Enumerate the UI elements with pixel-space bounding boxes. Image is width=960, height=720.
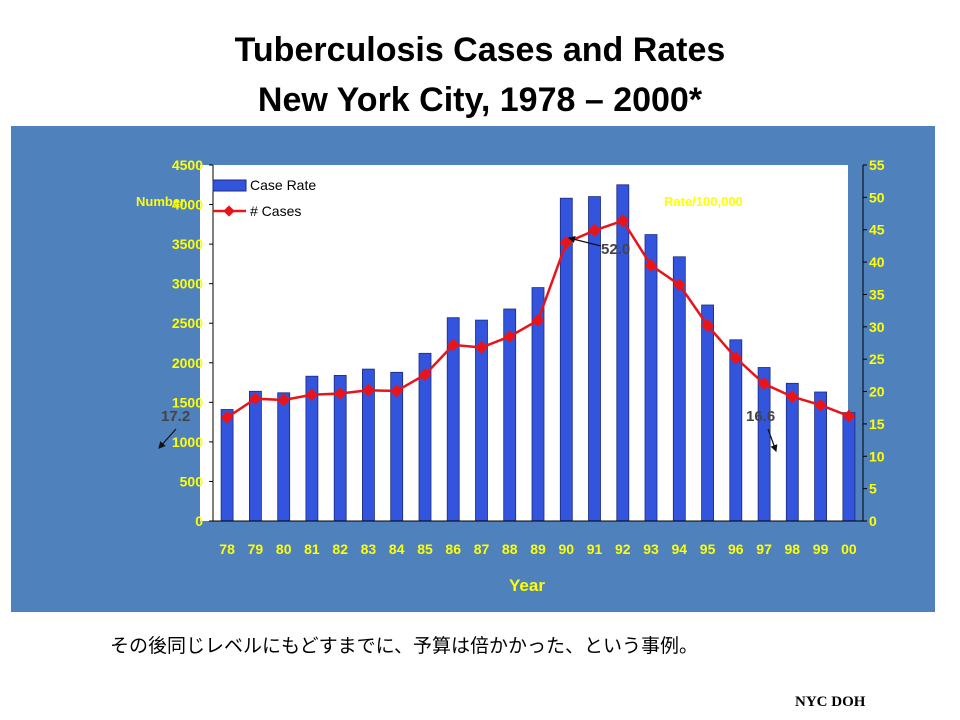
cases-point-81 <box>305 388 319 402</box>
y-right-tick-label: 0 <box>869 513 877 529</box>
bar-95 <box>701 304 714 522</box>
bar-00 <box>842 412 856 522</box>
y-right-tick-label: 20 <box>869 384 885 400</box>
y-left-tick-label: 3500 <box>172 236 203 252</box>
bar-80 <box>277 392 291 522</box>
chart-title-line2: New York City, 1978 – 2000* <box>257 81 703 119</box>
y-left-tick-label: 2500 <box>172 315 203 331</box>
x-tick-label-87: 87 <box>474 541 490 557</box>
cases-point-79 <box>249 392 262 406</box>
bar-92 <box>616 184 630 522</box>
legend-label-case-rate: Case Rate <box>250 177 316 193</box>
x-tick-label-00: 00 <box>841 541 857 557</box>
y-left-tick-label: 2000 <box>172 355 203 371</box>
bar-98 <box>785 382 799 522</box>
x-tick-label-89: 89 <box>530 541 546 557</box>
bar-93 <box>644 234 658 522</box>
x-tick-label-94: 94 <box>672 541 688 557</box>
y-left-tick-label: 1000 <box>172 434 203 450</box>
annotation-label-98: 16.6 <box>746 408 775 425</box>
y-left-tick-label: 0 <box>195 513 203 529</box>
annotation-arrow-78 <box>158 428 177 449</box>
y-left-tick-label: 3000 <box>172 276 203 292</box>
x-tick-label-99: 99 <box>813 541 829 557</box>
y-right-tick-label: 15 <box>869 416 885 432</box>
cases-point-80 <box>277 393 291 407</box>
y-right-tick-label: 50 <box>869 189 885 205</box>
bar-78 <box>220 409 234 522</box>
y-left-tick-label: 4000 <box>172 197 203 213</box>
bar-94 <box>672 256 686 522</box>
y-right-tick-label: 30 <box>869 319 885 335</box>
source-credit: NYC DOH <box>795 694 866 710</box>
x-tick-label-92: 92 <box>615 541 631 557</box>
cases-point-83 <box>362 383 375 397</box>
y-right-tick-label: 45 <box>869 222 885 238</box>
chart-title-line1: Tuberculosis Cases and Rates <box>234 31 726 69</box>
annotation-arrow-90 <box>567 235 602 247</box>
x-axis-label: Year <box>509 576 545 595</box>
cases-point-84 <box>390 384 404 398</box>
x-tick-label-81: 81 <box>304 541 320 557</box>
x-tick-label-86: 86 <box>445 541 461 557</box>
cases-point-87 <box>475 341 488 354</box>
legend-label-cases: # Cases <box>250 203 301 219</box>
y-right-tick-label: 25 <box>869 351 885 367</box>
tb-chart: 0500100015002000250030003500400045000510… <box>136 157 885 595</box>
bar-96 <box>729 339 743 522</box>
cases-point-86 <box>446 338 460 352</box>
y-axis-left-label: Number <box>136 194 185 209</box>
x-tick-label-78: 78 <box>219 541 235 557</box>
caption-text: その後同じレベルにもどすまでに、予算は倍かかった、という事例。 <box>110 635 699 657</box>
annotation-label-90: 52.0 <box>601 241 630 258</box>
x-tick-label-79: 79 <box>248 541 264 557</box>
chart-panel: 0 500 1000 1500 2000 2500 3000 3500 4000 4500 0 5 10… <box>11 126 935 612</box>
cases-point-78 <box>220 411 234 424</box>
y-left-tick-label: 1500 <box>172 394 203 410</box>
annotation-arrow-98 <box>767 428 778 453</box>
x-tick-label-88: 88 <box>502 541 518 557</box>
x-tick-label-91: 91 <box>587 541 603 557</box>
x-tick-label-84: 84 <box>389 541 405 557</box>
x-tick-label-95: 95 <box>700 541 716 557</box>
x-tick-label-98: 98 <box>785 541 801 557</box>
y-right-tick-label: 40 <box>869 254 885 270</box>
legend-swatch-bar <box>212 179 247 192</box>
y-left-tick-label: 500 <box>180 473 204 489</box>
x-tick-label-83: 83 <box>361 541 377 557</box>
x-tick-label-85: 85 <box>417 541 433 557</box>
cases-point-97 <box>757 377 771 391</box>
x-tick-label-97: 97 <box>756 541 772 557</box>
bar-97 <box>757 367 771 522</box>
y-right-tick-label: 55 <box>869 157 885 173</box>
cases-point-85 <box>418 368 432 382</box>
bar-79 <box>248 390 262 522</box>
cases-point-82 <box>333 387 347 400</box>
x-tick-label-90: 90 <box>559 541 575 557</box>
y-right-tick-label: 10 <box>869 448 885 464</box>
x-tick-label-93: 93 <box>643 541 659 557</box>
y-axis-right-label: Rate/100,000 <box>664 194 743 209</box>
x-tick-label-80: 80 <box>276 541 292 557</box>
legend: Case Rate # Cases <box>212 177 316 219</box>
y-right-tick-label: 35 <box>869 286 885 302</box>
x-tick-label-82: 82 <box>332 541 348 557</box>
annotation-label-78: 17.2 <box>161 408 190 425</box>
x-tick-label-96: 96 <box>728 541 744 557</box>
y-left-tick-label: 4500 <box>172 157 203 173</box>
y-right-tick-label: 5 <box>869 481 877 497</box>
